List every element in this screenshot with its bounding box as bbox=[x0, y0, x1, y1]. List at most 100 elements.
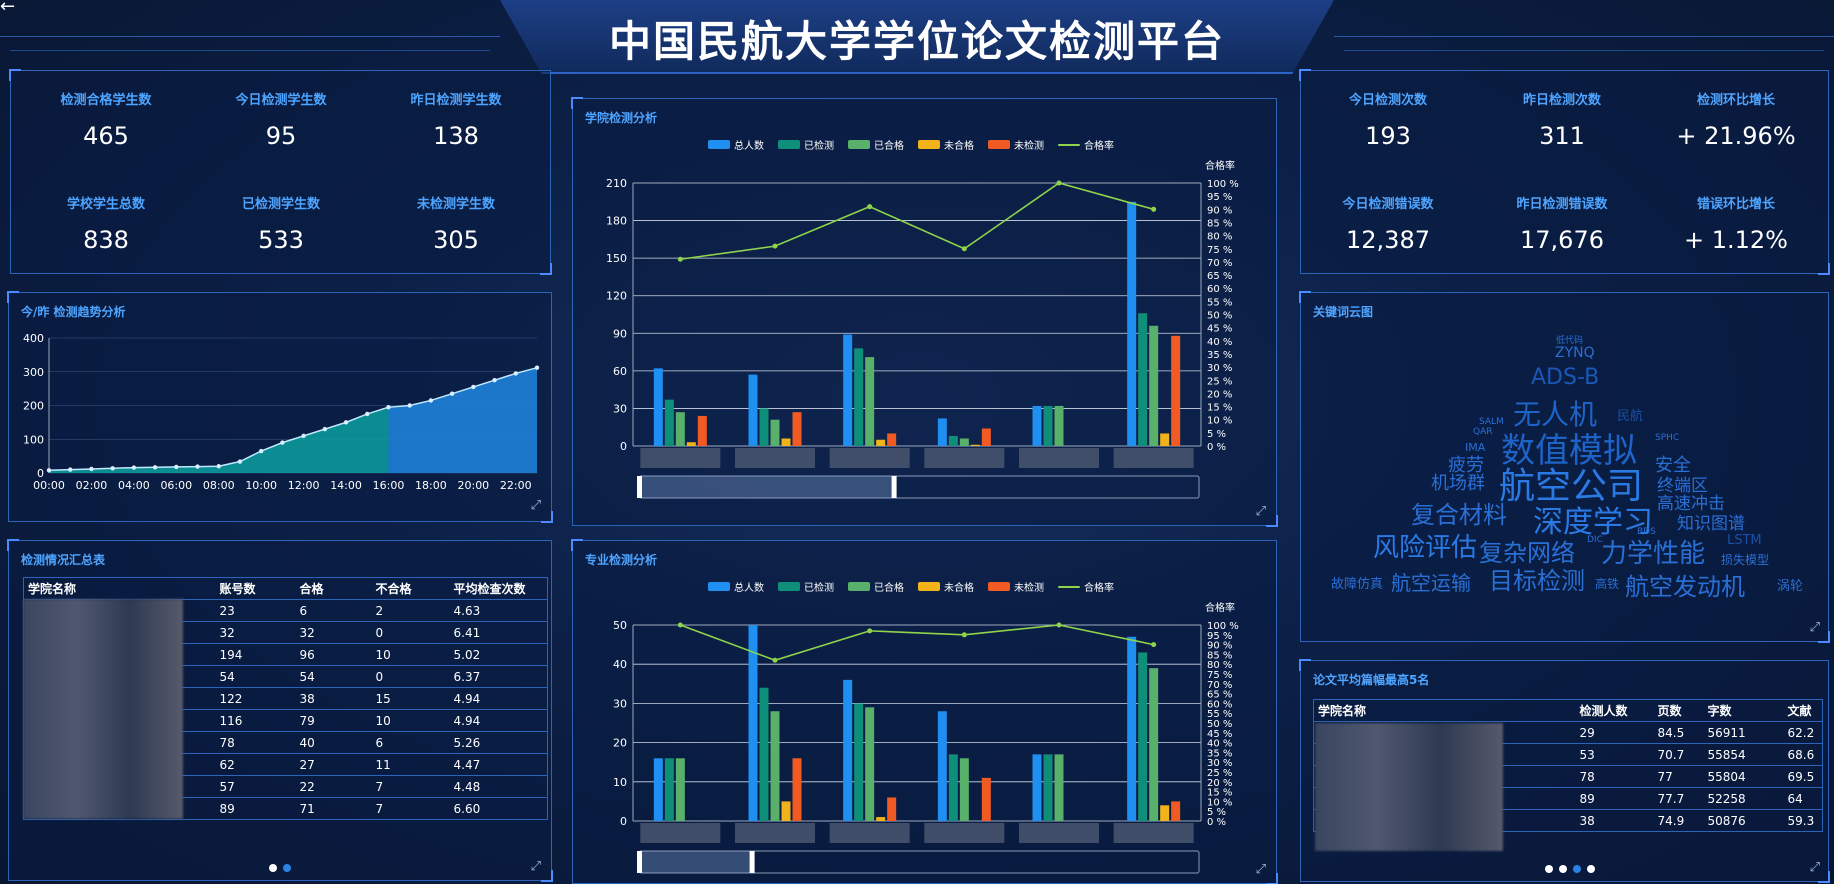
legend-passed[interactable]: 已合格 bbox=[848, 579, 904, 594]
cloud-word[interactable]: 终端区 bbox=[1657, 476, 1708, 496]
cloud-word[interactable]: 航空运输 bbox=[1391, 571, 1471, 595]
x-tick-label: 06:00 bbox=[160, 479, 192, 492]
page-dot[interactable] bbox=[269, 864, 277, 872]
summary-panel: 检测情况汇总表 学院名称 账号数 合格 不合格 平均检查次数 23 6 2 4.63 3… bbox=[7, 539, 553, 882]
cloud-word[interactable]: 机场群 bbox=[1431, 473, 1485, 494]
major-legend: 总人数 已检测 已合格 未合格 未检测 合格率 bbox=[708, 579, 1114, 594]
legend-label: 合格率 bbox=[1084, 141, 1114, 152]
legend-untested[interactable]: 未检测 bbox=[988, 137, 1044, 152]
legend-tested[interactable]: 已检测 bbox=[778, 579, 834, 594]
rate-point bbox=[1151, 206, 1157, 212]
y2-tick-label: 55 % bbox=[1207, 297, 1232, 308]
cloud-word[interactable]: IMA bbox=[1465, 441, 1486, 454]
table-cell: 55854 bbox=[1703, 743, 1784, 766]
y2-tick-label: 40 % bbox=[1207, 739, 1232, 750]
blurred-category-label bbox=[1019, 448, 1099, 468]
cloud-word[interactable]: 复杂网络 bbox=[1479, 539, 1575, 567]
legend-total[interactable]: 总人数 bbox=[708, 137, 764, 152]
trend-point bbox=[386, 404, 391, 410]
page-dot-active[interactable] bbox=[1573, 865, 1581, 873]
bar-1 bbox=[759, 687, 769, 821]
header-banner bbox=[500, 0, 1334, 74]
legend-rate[interactable]: 合格率 bbox=[1058, 579, 1114, 594]
cloud-word[interactable]: SALM bbox=[1479, 417, 1504, 427]
cloud-word[interactable]: BDS bbox=[1637, 527, 1656, 537]
college-chart: 0 30 60 90 120 150 180 210 0 % 5 % 10 % 15 % 20 % 25 … bbox=[606, 159, 1239, 499]
stat-label: 昨日检测学生数 bbox=[410, 93, 502, 108]
table-cell: 57 bbox=[215, 775, 296, 798]
rate-point bbox=[1151, 642, 1157, 648]
stat-today-errors: 今日检测错误数 12,387 bbox=[1303, 193, 1473, 254]
table-cell: 10 bbox=[371, 709, 450, 732]
cloud-word[interactable]: 知识图谱 bbox=[1677, 514, 1745, 534]
cloud-word[interactable]: 损失模型 bbox=[1721, 553, 1770, 567]
cloud-word[interactable]: LSTM bbox=[1727, 533, 1762, 548]
cloud-word[interactable]: 高铁 bbox=[1595, 577, 1620, 591]
legend-total[interactable]: 总人数 bbox=[708, 579, 764, 594]
cloud-word[interactable]: 数值模拟 bbox=[1501, 431, 1637, 471]
table-cell: 4.94 bbox=[449, 687, 548, 710]
page-dot[interactable] bbox=[1559, 865, 1567, 873]
arrow-left-icon[interactable]: ← bbox=[0, 0, 16, 17]
cloud-word[interactable]: SPHC bbox=[1655, 433, 1680, 443]
expand-icon[interactable]: ⤢ bbox=[1809, 860, 1820, 875]
expand-icon[interactable]: ⤢ bbox=[1255, 504, 1266, 519]
bar-0 bbox=[1127, 636, 1137, 821]
cloud-word[interactable]: 深度学习 bbox=[1533, 505, 1653, 540]
cloud-word[interactable]: ADS-B bbox=[1531, 365, 1600, 390]
cloud-word[interactable]: QAR bbox=[1473, 427, 1493, 437]
y2-tick-label: 85 % bbox=[1207, 218, 1232, 229]
page-dot[interactable] bbox=[1545, 865, 1553, 873]
legend-failed[interactable]: 未合格 bbox=[918, 137, 974, 152]
cloud-word[interactable]: 安全 bbox=[1655, 455, 1691, 476]
cloud-word[interactable]: 无人机 bbox=[1513, 398, 1598, 431]
legend-swatch bbox=[848, 582, 870, 591]
cloud-word[interactable]: 故障仿真 bbox=[1331, 577, 1384, 592]
stat-value: 533 bbox=[258, 226, 304, 254]
college-title: 学院检测分析 bbox=[585, 111, 658, 125]
trend-point bbox=[89, 466, 94, 472]
page-dot[interactable] bbox=[1587, 865, 1595, 873]
cloud-word[interactable]: 航空发动机 bbox=[1625, 573, 1745, 601]
expand-icon[interactable]: ⤢ bbox=[530, 498, 541, 513]
cloud-word[interactable]: 疲劳 bbox=[1448, 455, 1484, 476]
legend-swatch bbox=[1058, 585, 1080, 588]
cloud-word[interactable]: 力学性能 bbox=[1601, 539, 1706, 569]
legend-untested[interactable]: 未检测 bbox=[988, 579, 1044, 594]
legend-tested[interactable]: 已检测 bbox=[778, 137, 834, 152]
y2-tick-label: 30 % bbox=[1207, 758, 1232, 769]
cloud-word[interactable]: 低代码 bbox=[1556, 336, 1584, 346]
expand-icon[interactable]: ⤢ bbox=[530, 859, 541, 874]
cloud-word[interactable]: 目标检测 bbox=[1489, 567, 1585, 595]
bar-0 bbox=[937, 711, 947, 821]
y2-tick-label: 35 % bbox=[1207, 748, 1232, 759]
bar-4 bbox=[792, 758, 802, 821]
legend-failed[interactable]: 未合格 bbox=[918, 579, 974, 594]
cloud-word[interactable]: ZYNQ bbox=[1555, 345, 1595, 361]
trend-point bbox=[407, 403, 412, 408]
cloud-word[interactable]: DIC bbox=[1587, 535, 1603, 545]
table-cell: 7 bbox=[371, 775, 450, 798]
table-cell: 32 bbox=[295, 621, 372, 644]
cloud-word[interactable]: 航空公司 bbox=[1499, 466, 1644, 507]
expand-icon[interactable]: ⤢ bbox=[1255, 862, 1266, 877]
table-cell: 40 bbox=[295, 731, 372, 754]
y2-axis-title: 合格率 bbox=[1205, 601, 1235, 614]
cloud-word[interactable]: 复合材料 bbox=[1411, 501, 1507, 529]
zoom-selection bbox=[639, 851, 753, 873]
trend-point bbox=[471, 384, 476, 390]
legend-passed[interactable]: 已合格 bbox=[848, 137, 904, 152]
legend-rate[interactable]: 合格率 bbox=[1058, 137, 1114, 152]
cloud-word[interactable]: 涡轮 bbox=[1777, 579, 1804, 594]
page-dot-active[interactable] bbox=[283, 864, 291, 872]
table-cell: 32 bbox=[215, 621, 296, 644]
table-cell: 59.3 bbox=[1783, 809, 1823, 832]
cloud-word[interactable]: 高速冲击 bbox=[1657, 494, 1725, 514]
cloud-word[interactable]: 风险评估 bbox=[1373, 533, 1478, 563]
expand-icon[interactable]: ⤢ bbox=[1809, 620, 1820, 635]
zoom-handle-left bbox=[637, 476, 642, 498]
stat-today-students: 今日检测学生数 95 bbox=[196, 89, 366, 150]
cloud-word[interactable]: 民航 bbox=[1617, 409, 1644, 424]
trend-point bbox=[131, 465, 137, 470]
col-failed: 不合格 bbox=[371, 577, 450, 600]
